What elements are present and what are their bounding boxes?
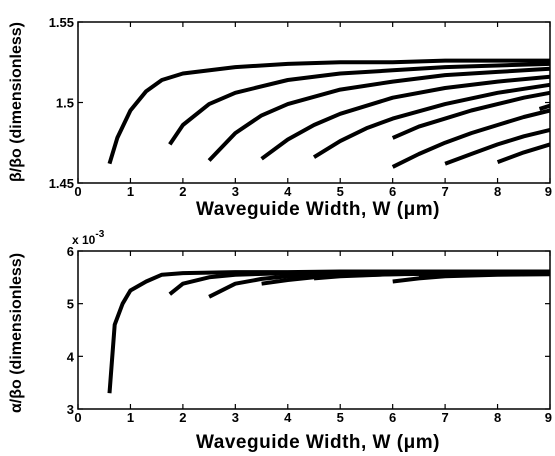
bottom-y-tick-label: 3 <box>67 402 74 417</box>
bottom-x-tick-label: 4 <box>284 410 292 425</box>
top-y-tick-label: 1.55 <box>49 15 74 30</box>
bottom-x-tick-label: 3 <box>232 410 239 425</box>
bottom-curves <box>107 269 551 394</box>
top-y-tick-label: 1.5 <box>56 96 74 111</box>
top-series-7-line <box>391 108 551 169</box>
bottom-y-axis-label: α/βo (dimensionless) <box>8 253 25 413</box>
top-tick-labels: 0 1 2 3 4 5 6 7 8 9 1.45 1.5 1.55 <box>49 15 552 199</box>
bottom-x-tick-label: 1 <box>127 410 134 425</box>
bottom-x-tick-label: 2 <box>179 410 186 425</box>
top-series-5-line <box>312 82 551 159</box>
top-series-10-line <box>538 103 551 111</box>
top-x-tick-label: 6 <box>389 184 396 199</box>
bottom-axes-frame <box>77 250 551 410</box>
bottom-x-axis-label: Waveguide Width, W (μm) <box>196 432 440 453</box>
top-series-6-line <box>391 90 551 140</box>
bottom-exponent-label: x 10-3 <box>72 229 105 247</box>
bottom-y-tick-label: 6 <box>67 244 74 259</box>
chart-bottom: 0 1 2 3 4 5 6 7 8 9 3 4 5 6 x 10-3 Waveguide Width, W… <box>8 229 552 453</box>
bottom-ticks <box>77 250 551 410</box>
top-x-tick-label: 7 <box>441 184 448 199</box>
bottom-exponent-power: -3 <box>95 229 104 240</box>
bottom-x-tick-label: 9 <box>545 410 552 425</box>
top-x-axis-label: Waveguide Width, W (μm) <box>196 199 440 220</box>
top-x-tick-label: 0 <box>74 184 81 199</box>
top-y-tick-label: 1.45 <box>49 176 74 191</box>
bottom-x-tick-label: 6 <box>389 410 396 425</box>
top-x-tick-label: 8 <box>494 184 501 199</box>
top-x-tick-label: 9 <box>545 184 552 199</box>
top-x-tick-label: 4 <box>284 184 292 199</box>
bottom-series-7-line <box>418 271 550 277</box>
top-series-4-line <box>260 74 551 161</box>
top-ticks <box>77 21 551 184</box>
bottom-tick-labels: 0 1 2 3 4 5 6 7 8 9 3 4 5 6 <box>67 244 552 425</box>
top-curves <box>107 58 551 169</box>
top-series-1-line <box>107 58 550 165</box>
top-x-tick-label: 5 <box>337 184 344 199</box>
top-series-3-line <box>207 66 551 162</box>
top-series-8-line <box>444 127 551 166</box>
top-axes-frame <box>77 21 551 184</box>
top-series-9-line <box>496 142 551 164</box>
bottom-x-tick-label: 7 <box>441 410 448 425</box>
top-x-tick-label: 3 <box>232 184 239 199</box>
bottom-exponent-base: x 10 <box>72 233 96 247</box>
top-x-tick-label: 2 <box>179 184 186 199</box>
top-y-axis-label: β/βo (dimensionless) <box>8 22 25 182</box>
bottom-x-tick-label: 8 <box>494 410 501 425</box>
top-x-tick-label: 1 <box>127 184 134 199</box>
bottom-x-tick-label: 0 <box>74 410 81 425</box>
bottom-y-tick-label: 5 <box>67 297 74 312</box>
chart-top: 0 1 2 3 4 5 6 7 8 9 1.45 1.5 1.55 Waveguide Width, W… <box>8 15 552 220</box>
bottom-x-tick-label: 5 <box>337 410 344 425</box>
top-series-2-line <box>168 61 551 146</box>
bottom-y-tick-label: 4 <box>67 349 75 364</box>
